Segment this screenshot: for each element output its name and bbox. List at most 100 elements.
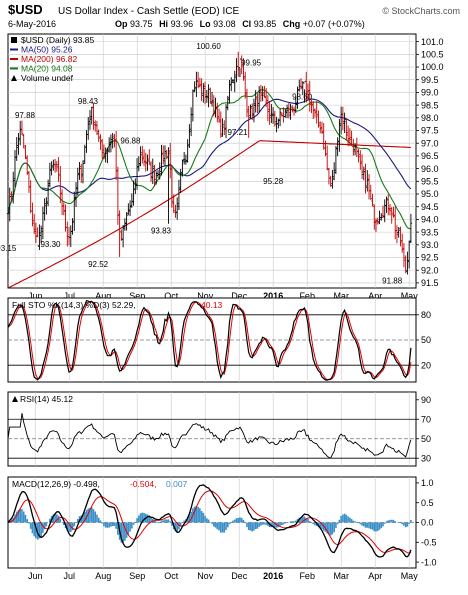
price-ytick-label-1: 92.0 xyxy=(421,265,439,275)
macd-hist-bar xyxy=(257,523,259,529)
change-value: +0.07 (+0.07%) xyxy=(303,19,365,29)
macd-hist-bar xyxy=(147,514,149,522)
macd-hist-bar xyxy=(46,523,48,527)
macd-hist-bar xyxy=(368,523,370,529)
price-annotation-11: 95.28 xyxy=(263,177,284,186)
macd-hist-bar xyxy=(407,523,409,527)
macd-hist-bar xyxy=(218,523,220,531)
price-annotation-12: 91.88 xyxy=(382,276,403,285)
macd-hist-bar xyxy=(243,520,245,522)
low-label: Lo xyxy=(200,19,211,29)
rsi-ytick-label-1: 50 xyxy=(421,434,431,444)
price-ytick-label-14: 98.5 xyxy=(421,100,439,110)
macd-hist-bar xyxy=(131,523,133,529)
legend-label-0: $USD (Daily) 93.85 xyxy=(21,35,94,45)
price-ytick-label-8: 95.5 xyxy=(421,177,439,187)
macd-hist-bar xyxy=(204,516,206,523)
macd-hist-bar xyxy=(260,523,262,526)
close-value: 93.85 xyxy=(254,19,277,29)
price-annotation-5: 96.88 xyxy=(120,136,141,145)
macd-hist-bar xyxy=(384,523,386,524)
macd-hist-bar xyxy=(96,515,98,523)
sto-legend-label-1: 40.13 xyxy=(201,300,223,310)
macd-hist-bar xyxy=(208,520,210,523)
price-ytick-label-9: 96.0 xyxy=(421,164,439,174)
macd-hist-bar xyxy=(262,523,264,525)
price-annotation-0: 97.88 xyxy=(15,111,36,120)
high-label: Hi xyxy=(159,19,168,29)
macd-hist-bar xyxy=(344,514,346,523)
macd-hist-bar xyxy=(136,518,138,522)
price-annotation-2: 93.30 xyxy=(40,240,61,249)
macd-hist-bar xyxy=(101,523,103,524)
price-ytick-label-0: 91.5 xyxy=(421,278,439,288)
legend-label-3: MA(20) 94.08 xyxy=(21,64,73,74)
macd-hist-bar xyxy=(197,507,199,523)
macd-xtick-label-1: Jul xyxy=(63,571,75,581)
macd-hist-bar xyxy=(129,523,131,532)
macd-hist-bar xyxy=(387,520,389,522)
macd-hist-bar xyxy=(220,523,222,533)
rsi-ytick-label-0: 30 xyxy=(421,453,431,463)
legend-label-4: Volume undef xyxy=(21,73,74,83)
macd-hist-bar xyxy=(309,521,311,522)
macd-hist-bar xyxy=(408,523,410,524)
macd-hist-bar xyxy=(394,521,396,522)
macd-hist-bar xyxy=(340,516,342,522)
macd-hist-bar xyxy=(164,519,166,522)
price-annotation-6: 93.83 xyxy=(151,227,172,236)
price-annotation-1: 93.15 xyxy=(0,244,17,253)
macd-hist-bar xyxy=(244,523,246,524)
macd-hist-bar xyxy=(380,523,382,529)
macd-hist-bar xyxy=(382,523,384,527)
macd-hist-bar xyxy=(351,519,353,522)
macd-hist-bar xyxy=(250,523,252,531)
macd-hist-bar xyxy=(265,523,267,525)
macd-hist-bar xyxy=(169,521,171,522)
rsi-ytick-label-3: 90 xyxy=(421,395,431,405)
price-ytick-label-7: 95.0 xyxy=(421,189,439,199)
macd-hist-bar xyxy=(332,523,334,535)
macd-xtick-label-6: Dec xyxy=(231,571,248,581)
macd-hist-bar xyxy=(400,523,402,524)
macd-hist-bar xyxy=(293,521,295,522)
price-ytick-label-5: 94.0 xyxy=(421,215,439,225)
macd-hist-bar xyxy=(346,515,348,523)
price-ytick-label-19: 101.0 xyxy=(421,37,444,47)
macd-hist-bar xyxy=(347,516,349,522)
macd-hist-bar xyxy=(405,523,407,528)
price-ytick-label-3: 93.0 xyxy=(421,240,439,250)
macd-hist-bar xyxy=(162,520,164,522)
macd-hist-bar xyxy=(166,519,168,522)
macd-hist-bar xyxy=(107,523,109,528)
macd-hist-bar xyxy=(128,523,130,535)
macd-hist-bar xyxy=(393,520,395,523)
price-annotation-9: 97.21 xyxy=(227,128,248,137)
macd-hist-bar xyxy=(227,523,229,528)
price-ytick-label-10: 96.5 xyxy=(421,151,439,161)
macd-hist-bar xyxy=(349,518,351,523)
macd-hist-bar xyxy=(32,523,34,534)
price-ytick-label-13: 98.0 xyxy=(421,113,439,123)
legend-label-2: MA(200) 96.82 xyxy=(21,54,77,64)
macd-hist-bar xyxy=(100,520,102,522)
macd-hist-bar xyxy=(168,519,170,522)
macd-hist-bar xyxy=(93,509,95,522)
price-ytick-label-2: 92.5 xyxy=(421,253,439,263)
macd-hist-bar xyxy=(234,520,236,523)
ticker-symbol: $USD xyxy=(8,2,43,17)
macd-hist-bar xyxy=(366,523,368,528)
price-annotation-8: 99.95 xyxy=(241,58,262,67)
price-annotation-10: 98.60 xyxy=(292,93,313,102)
macd-hist-bar xyxy=(201,511,203,522)
macd-hist-bar xyxy=(25,515,27,523)
sto-ytick-label-0: 20 xyxy=(421,360,431,370)
macd-hist-bar xyxy=(73,523,75,527)
macd-hist-bar xyxy=(114,523,116,526)
macd-hist-bar xyxy=(248,523,250,531)
price-annotation-7: 100.60 xyxy=(196,42,221,51)
macd-hist-bar xyxy=(216,523,218,530)
macd-hist-bar xyxy=(199,508,201,522)
